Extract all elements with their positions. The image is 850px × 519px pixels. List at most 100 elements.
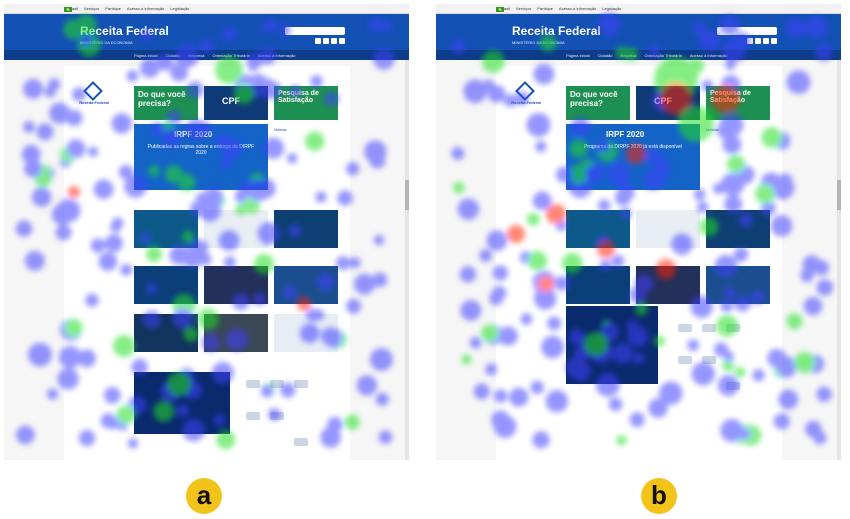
nav-item[interactable]: Cidadão bbox=[597, 52, 613, 58]
banner-title: IRPF 2020 bbox=[174, 130, 213, 139]
gaze-blob bbox=[800, 268, 814, 283]
nav-item[interactable]: Empresa bbox=[620, 52, 637, 58]
page-scrollbar[interactable] bbox=[405, 60, 409, 460]
gaze-blob bbox=[369, 152, 386, 169]
service-card[interactable] bbox=[706, 266, 770, 304]
service-card[interactable] bbox=[204, 314, 268, 352]
tile-cpf[interactable]: CPF bbox=[636, 86, 700, 120]
nav-item[interactable]: Página inicial bbox=[566, 52, 590, 58]
gov-link[interactable]: Legislação bbox=[602, 6, 622, 11]
gaze-blob bbox=[786, 313, 803, 330]
tile-pesquisa-satisfacao[interactable]: Pesquisa de Satisfação bbox=[706, 86, 770, 120]
gaze-blob bbox=[461, 354, 472, 365]
sidebar-logo-text: Receita Federal bbox=[511, 100, 541, 105]
video-thumbnail[interactable] bbox=[134, 372, 230, 434]
sidebar-logo[interactable]: Receita Federal bbox=[506, 81, 546, 105]
social-icon[interactable] bbox=[755, 38, 761, 44]
partner-logo[interactable] bbox=[726, 324, 740, 332]
social-icon[interactable] bbox=[315, 38, 321, 44]
gaze-blob bbox=[483, 79, 495, 91]
irpf-banner[interactable]: IRPF 2020 Publicadas as regras sobre a e… bbox=[134, 124, 268, 190]
partner-logo[interactable] bbox=[270, 380, 284, 388]
tile-do-que-precisa[interactable]: Do que você precisa? bbox=[566, 86, 630, 120]
gaze-blob bbox=[24, 250, 45, 271]
partner-logos bbox=[672, 316, 772, 402]
service-card[interactable] bbox=[636, 210, 700, 248]
gov-link[interactable]: Serviços bbox=[84, 6, 100, 11]
service-card[interactable] bbox=[204, 266, 268, 304]
partner-logo[interactable] bbox=[702, 324, 716, 332]
nav-item[interactable]: Empresa bbox=[188, 52, 205, 58]
sidebar-logo-text: Receita Federal bbox=[79, 100, 109, 105]
service-card[interactable] bbox=[274, 266, 338, 304]
panel-label-badge: b bbox=[641, 478, 677, 514]
service-card[interactable] bbox=[706, 210, 770, 248]
service-card[interactable] bbox=[134, 210, 198, 248]
partner-logo[interactable] bbox=[270, 412, 284, 420]
service-card[interactable] bbox=[274, 314, 338, 352]
social-icon[interactable] bbox=[771, 38, 777, 44]
social-links bbox=[747, 38, 777, 44]
partner-logo[interactable] bbox=[678, 356, 692, 364]
search-input[interactable] bbox=[285, 27, 345, 35]
service-card[interactable] bbox=[204, 210, 268, 248]
brazil-flag-icon bbox=[496, 7, 504, 12]
service-card[interactable] bbox=[134, 314, 198, 352]
nav-item[interactable]: Orientação Tributária bbox=[212, 52, 250, 58]
gaze-blob bbox=[23, 78, 43, 99]
gov-link[interactable]: Participe bbox=[537, 6, 553, 11]
gov-bar: Brasil Serviços Participe Acesso à infor… bbox=[436, 4, 841, 14]
video-thumbnail[interactable] bbox=[566, 306, 658, 384]
page-scrollbar[interactable] bbox=[837, 60, 841, 460]
nav-item[interactable]: Acesso à Informação bbox=[689, 52, 728, 58]
nav-item[interactable]: Página inicial bbox=[134, 52, 158, 58]
partner-logo[interactable] bbox=[726, 382, 740, 390]
tile-pesquisa-satisfacao[interactable]: Pesquisa de Satisfação bbox=[274, 86, 338, 120]
service-card[interactable] bbox=[134, 266, 198, 304]
gaze-blob bbox=[473, 383, 490, 400]
service-card[interactable] bbox=[566, 210, 630, 248]
irpf-banner[interactable]: IRPF 2020 Programa da DIRPF 2020 já está… bbox=[566, 124, 700, 190]
gaze-blob bbox=[369, 347, 393, 371]
site-title[interactable]: Receita Federal bbox=[80, 24, 169, 38]
gov-link[interactable]: Serviços bbox=[516, 6, 532, 11]
social-links bbox=[315, 38, 345, 44]
social-icon[interactable] bbox=[323, 38, 329, 44]
gov-link[interactable]: Acesso à informação bbox=[558, 6, 597, 11]
partner-logo[interactable] bbox=[246, 412, 260, 420]
social-icon[interactable] bbox=[747, 38, 753, 44]
gov-link[interactable]: Participe bbox=[105, 6, 121, 11]
nav-item[interactable]: Cidadão bbox=[165, 52, 181, 58]
nav-item[interactable]: Acesso à Informação bbox=[257, 52, 296, 58]
gaze-blob bbox=[31, 187, 52, 207]
scrollbar-thumb[interactable] bbox=[837, 180, 841, 210]
gaze-blob bbox=[459, 266, 477, 283]
scrollbar-thumb[interactable] bbox=[405, 180, 409, 210]
search-input[interactable] bbox=[717, 27, 777, 35]
sidebar-logo[interactable]: Receita Federal bbox=[74, 81, 114, 105]
gaze-blob bbox=[373, 234, 385, 246]
social-icon[interactable] bbox=[763, 38, 769, 44]
gov-link[interactable]: Legislação bbox=[170, 6, 190, 11]
service-card[interactable] bbox=[636, 266, 700, 304]
gaze-blob bbox=[816, 386, 832, 403]
gov-link[interactable]: Brasil bbox=[68, 6, 79, 11]
service-card[interactable] bbox=[566, 266, 630, 304]
social-icon[interactable] bbox=[331, 38, 337, 44]
partner-logo[interactable] bbox=[678, 324, 692, 332]
site-title[interactable]: Receita Federal bbox=[512, 24, 601, 38]
panel-label: b bbox=[651, 479, 667, 510]
screenshot-panel-a: Brasil Serviços Participe Acesso à infor… bbox=[4, 4, 409, 460]
service-card[interactable] bbox=[274, 210, 338, 248]
tile-do-que-precisa[interactable]: Do que você precisa? bbox=[134, 86, 198, 120]
gov-link[interactable]: Brasil bbox=[500, 6, 511, 11]
partner-logo[interactable] bbox=[294, 438, 308, 446]
gov-link[interactable]: Acesso à informação bbox=[126, 6, 165, 11]
partner-logo[interactable] bbox=[702, 356, 716, 364]
gaze-blob bbox=[372, 272, 388, 288]
nav-item[interactable]: Orientação Tributária bbox=[644, 52, 682, 58]
social-icon[interactable] bbox=[339, 38, 345, 44]
partner-logo[interactable] bbox=[294, 380, 308, 388]
partner-logo[interactable] bbox=[246, 380, 260, 388]
tile-cpf[interactable]: CPF bbox=[204, 86, 268, 120]
